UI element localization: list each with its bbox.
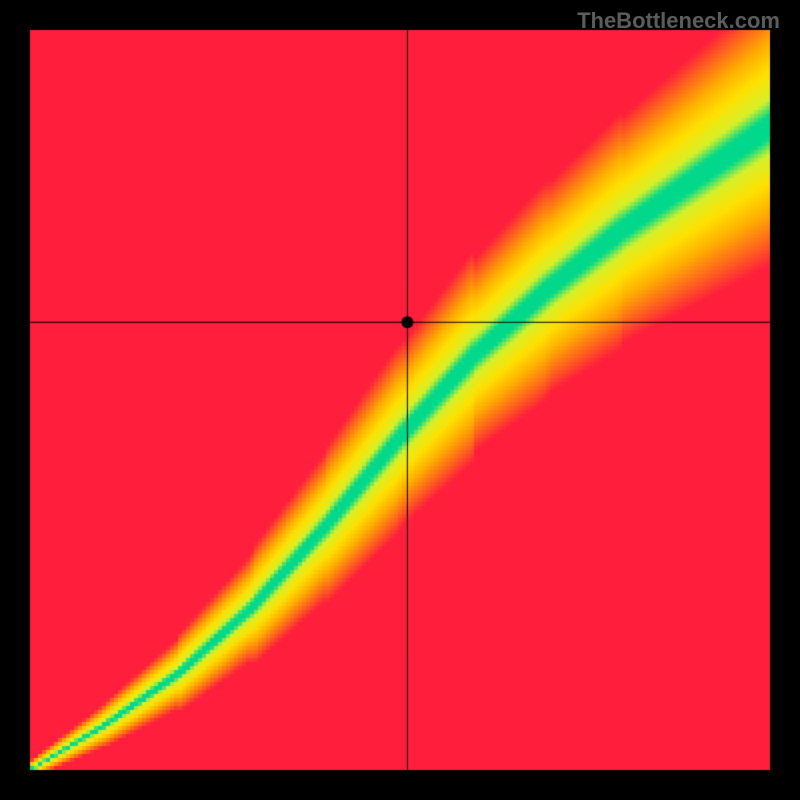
watermark-text: TheBottleneck.com <box>577 8 780 34</box>
bottleneck-heatmap <box>0 0 800 800</box>
chart-container: TheBottleneck.com <box>0 0 800 800</box>
